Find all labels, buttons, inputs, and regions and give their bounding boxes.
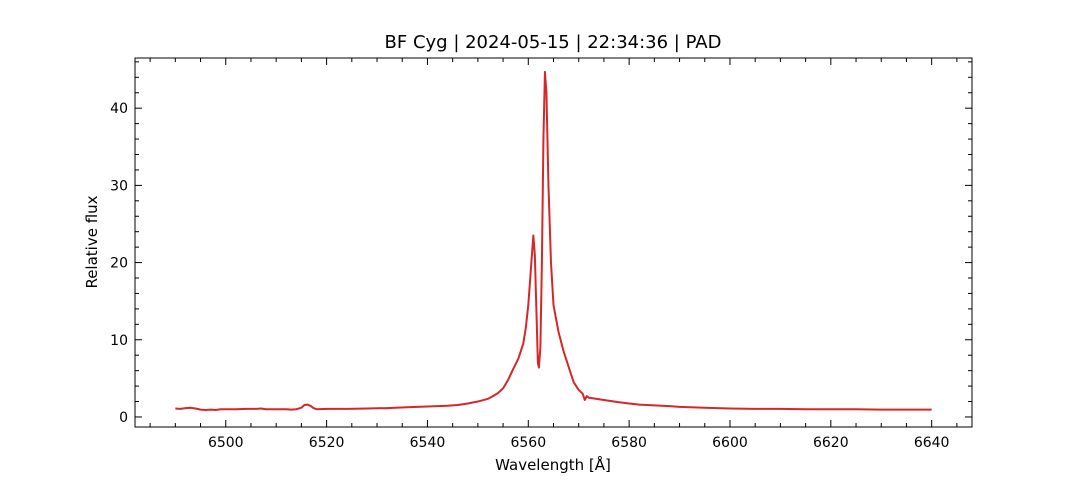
plot-frame [134, 57, 973, 428]
x-tick-label: 6540 [410, 435, 446, 451]
y-tick-label: 40 [110, 101, 128, 117]
axis-ticks: 6500 6520 6540 6560 6580 6600 6620 6640 0 10 20 30 4… [110, 58, 972, 451]
y-tick-label: 20 [110, 256, 128, 272]
x-tick-label: 6580 [611, 435, 647, 451]
x-axis-label: Wavelength [Å] [495, 455, 611, 474]
y-tick-label: 10 [110, 333, 128, 349]
x-tick-label: 6500 [208, 435, 244, 451]
x-tick-label: 6640 [914, 435, 950, 451]
spectrum-line [175, 70, 932, 412]
x-tick-label: 6560 [510, 435, 546, 451]
x-tick-label: 6620 [813, 435, 849, 451]
x-tick-label: 6600 [712, 435, 748, 451]
x-tick-label: 6520 [309, 435, 345, 451]
y-axis-label: Relative flux [83, 195, 101, 288]
y-tick-label: 30 [110, 178, 128, 194]
y-tick-label: 0 [119, 410, 128, 426]
chart-title: BF Cyg | 2024-05-15 | 22:34:36 | PAD [385, 32, 722, 53]
